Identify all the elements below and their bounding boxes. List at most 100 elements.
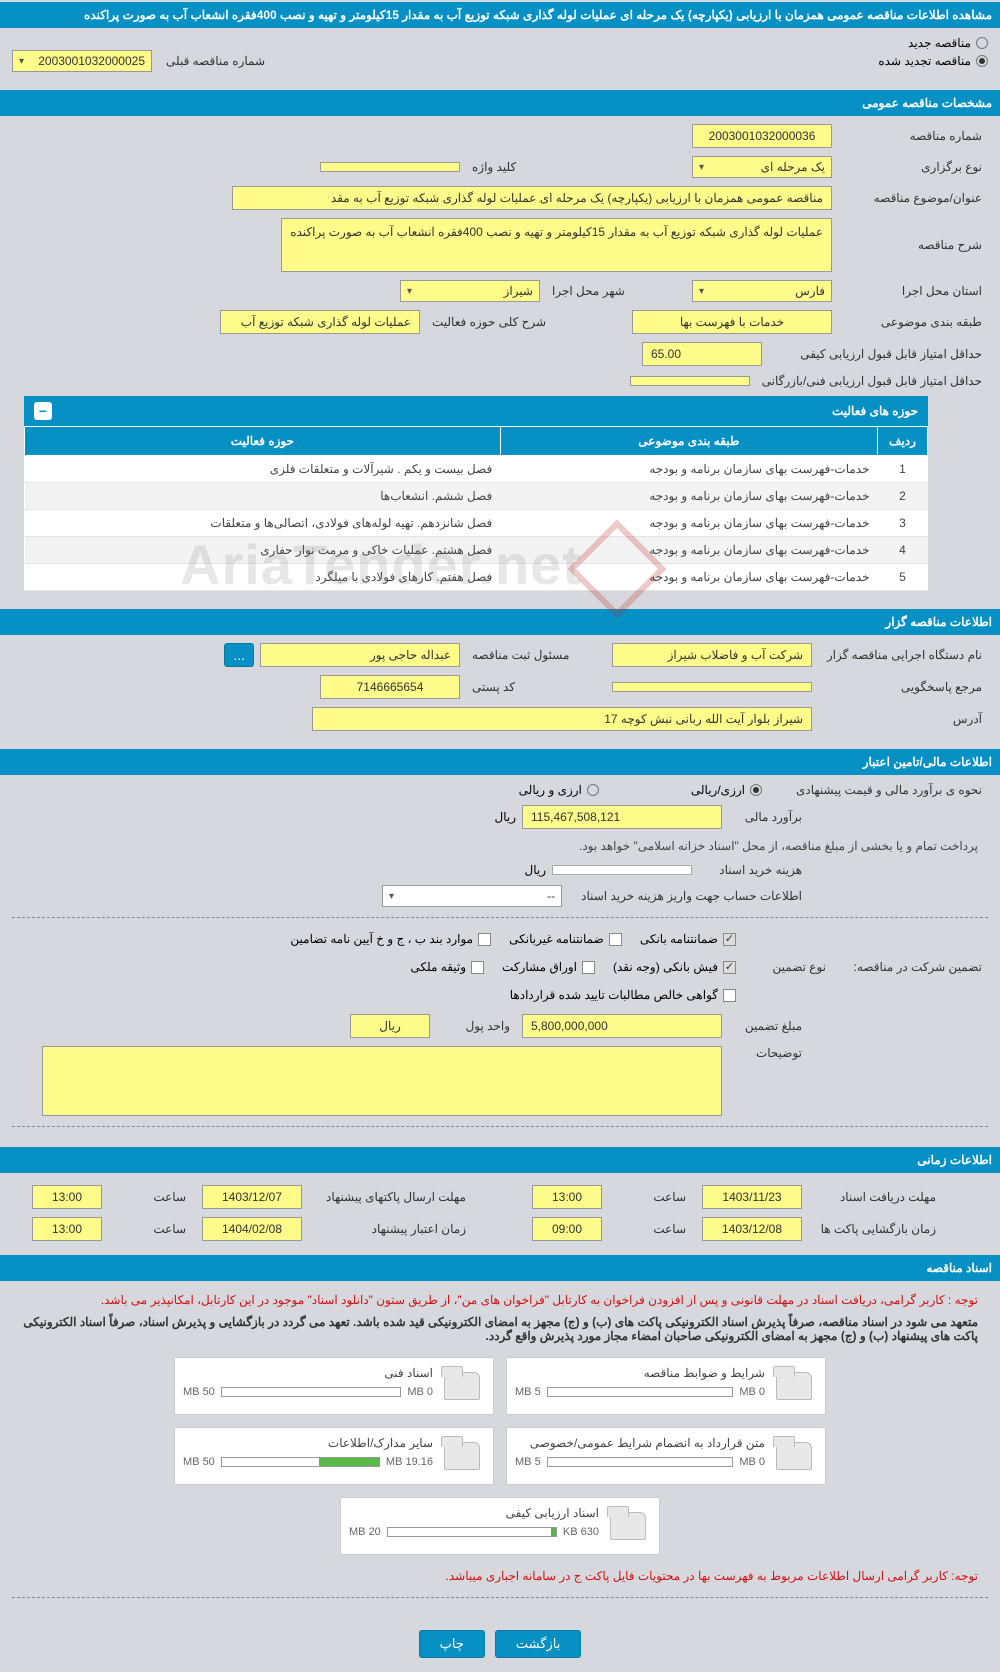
doc-card[interactable]: سایر مدارک/اطلاعات19.16 MB50 MB bbox=[174, 1427, 494, 1485]
checkbox-label: وثیقه ملکی bbox=[410, 960, 466, 974]
guarantee-checkbox[interactable]: گواهی خالص مطالبات تایید شده قراردادها bbox=[510, 988, 736, 1002]
doc-card[interactable]: شرایط و ضوابط مناقصه0 MB5 MB bbox=[506, 1357, 826, 1415]
guarantee-checkbox[interactable]: موارد بند ب ، ج و خ آیین نامه تضامین bbox=[290, 932, 491, 946]
table-row: 3خدمات-فهرست بهای سازمان برنامه و بودجهف… bbox=[25, 510, 928, 537]
opt1-label: ارزی/ریالی bbox=[691, 783, 745, 797]
radio-icon bbox=[976, 55, 988, 67]
table-header: ردیف bbox=[878, 427, 928, 456]
table-cell: خدمات-فهرست بهای سازمان برنامه و بودجه bbox=[500, 564, 877, 591]
desc-label: شرح مناقصه bbox=[838, 218, 988, 252]
doc-card[interactable]: متن قرارداد به انضمام شرایط عمومی/خصوصی0… bbox=[506, 1427, 826, 1485]
time-label: ساعت bbox=[612, 1190, 692, 1204]
doc-card[interactable]: اسناد فنی0 MB50 MB bbox=[174, 1357, 494, 1415]
activity-table: حوزه های فعالیت − ردیفطبقه بندی موضوعیحو… bbox=[24, 396, 928, 591]
date-field: 1404/02/08 bbox=[202, 1217, 302, 1241]
doc-total: 50 MB bbox=[183, 1456, 215, 1468]
unit-label3: واحد پول bbox=[436, 1019, 516, 1033]
contact-field[interactable] bbox=[612, 682, 812, 692]
date-field: 1403/12/08 bbox=[702, 1217, 802, 1241]
radio-currency2[interactable]: ارزی و ریالی bbox=[519, 783, 599, 797]
table-cell: خدمات-فهرست بهای سازمان برنامه و بودجه bbox=[500, 456, 877, 483]
separator bbox=[12, 917, 988, 918]
account-value: -- bbox=[547, 889, 555, 903]
radio-new-label: مناقصه جدید bbox=[908, 36, 971, 50]
table-cell: فصل هفتم. کارهای فولادی با میلگرد bbox=[25, 564, 501, 591]
radio-new-tender[interactable]: مناقصه جدید bbox=[908, 36, 988, 50]
checkbox-icon bbox=[471, 961, 484, 974]
date-field: 1403/12/07 bbox=[202, 1185, 302, 1209]
table-cell: 5 bbox=[878, 564, 928, 591]
min-score-field[interactable]: 65.00 bbox=[642, 342, 762, 366]
doc-total: 20 MB bbox=[349, 1526, 381, 1538]
radio-renewed-tender[interactable]: مناقصه تجدید شده bbox=[878, 54, 988, 68]
amount-field: 5,800,000,000 bbox=[522, 1014, 722, 1038]
amount-label: مبلغ تضمین bbox=[728, 1019, 808, 1033]
radio-currency1[interactable]: ارزی/ریالی bbox=[691, 783, 762, 797]
responsible-field: عبداله حاجی پور bbox=[260, 643, 460, 667]
print-button[interactable]: چاپ bbox=[419, 1630, 485, 1658]
progress-bar bbox=[221, 1457, 380, 1467]
doc-used: 630 KB bbox=[563, 1526, 599, 1538]
table-cell: فصل شانزدهم. تهیه لوله‌های فولادی، اتصال… bbox=[25, 510, 501, 537]
tender-no-field: 2003001032000036 bbox=[692, 124, 832, 148]
city-select[interactable]: شیراز ▾ bbox=[400, 280, 540, 302]
back-button[interactable]: بازگشت bbox=[495, 1630, 581, 1658]
section-org-title: اطلاعات مناقصه گزار bbox=[885, 615, 992, 629]
checkbox-label: گواهی خالص مطالبات تایید شده قراردادها bbox=[510, 988, 718, 1002]
table-cell: 4 bbox=[878, 537, 928, 564]
address-label: آدرس bbox=[818, 712, 988, 726]
radio-renew-label: مناقصه تجدید شده bbox=[878, 54, 971, 68]
org-field: شرکت آب و فاضلاب شیراز bbox=[612, 643, 812, 667]
min-score2-field[interactable] bbox=[630, 376, 750, 386]
contact-label: مرجع پاسخگویی bbox=[818, 680, 988, 694]
doc-title: اسناد ارزیابی کیفی bbox=[349, 1506, 599, 1520]
address-field: شیراز بلوار آیت الله ربانی نبش کوچه 17 bbox=[312, 707, 812, 731]
time-label: ساعت bbox=[112, 1222, 192, 1236]
method-label: نحوه ی برآورد مالی و قیمت پیشنهادی bbox=[768, 783, 988, 797]
doc-cost-label: هزینه خرید اسناد bbox=[698, 863, 808, 877]
prev-tender-select[interactable]: 2003001032000025 ▾ bbox=[12, 50, 152, 72]
guarantee-desc-textarea[interactable] bbox=[42, 1046, 722, 1116]
guarantee-checkbox[interactable]: ضمانتنامه بانکی bbox=[640, 932, 736, 946]
doc-used: 19.16 MB bbox=[386, 1456, 433, 1468]
guarantee-checkbox[interactable]: ضمانتنامه غیربانکی bbox=[509, 932, 622, 946]
chevron-down-icon: ▾ bbox=[407, 286, 412, 297]
section-finance-title: اطلاعات مالی/تامین اعتبار bbox=[863, 755, 992, 769]
section-general-header: مشخصات مناقصه عمومی bbox=[0, 90, 1000, 116]
doc-cost-field[interactable] bbox=[552, 865, 692, 875]
guarantee-label: تضمین شرکت در مناقصه: bbox=[838, 960, 988, 974]
doc-used: 0 MB bbox=[407, 1386, 433, 1398]
folder-icon bbox=[607, 1506, 651, 1546]
org-label: نام دستگاه اجرایی مناقصه گزار bbox=[818, 648, 988, 662]
folder-icon bbox=[773, 1436, 817, 1476]
table-cell: خدمات-فهرست بهای سازمان برنامه و بودجه bbox=[500, 537, 877, 564]
guarantee-checkbox[interactable]: وثیقه ملکی bbox=[410, 960, 484, 974]
keyword-field[interactable] bbox=[320, 162, 460, 172]
account-label: اطلاعات حساب جهت واریز هزینه خرید اسناد bbox=[568, 889, 808, 903]
table-header: طبقه بندی موضوعی bbox=[500, 427, 877, 456]
guarantee-checkbox[interactable]: فیش بانکی (وجه نقد) bbox=[613, 960, 736, 974]
separator bbox=[12, 1126, 988, 1127]
desc-textarea[interactable]: عملیات لوله گذاری شبکه توزیع آب به مقدار… bbox=[281, 218, 832, 272]
more-button[interactable]: ... bbox=[224, 643, 254, 667]
checkbox-icon bbox=[723, 933, 736, 946]
collapse-button[interactable]: − bbox=[34, 402, 52, 420]
account-select[interactable]: -- ▾ bbox=[382, 885, 562, 907]
city-value: شیراز bbox=[504, 284, 533, 298]
guarantee-checkbox[interactable]: اوراق مشارکت bbox=[502, 960, 595, 974]
opt2-label: ارزی و ریالی bbox=[519, 783, 582, 797]
section-time-header: اطلاعات زمانی bbox=[0, 1147, 1000, 1173]
doc-card[interactable]: اسناد ارزیابی کیفی 630 KB 20 MB bbox=[340, 1497, 660, 1555]
table-cell: 2 bbox=[878, 483, 928, 510]
date-label: زمان اعتبار پیشنهاد bbox=[312, 1222, 472, 1236]
province-select[interactable]: فارس ▾ bbox=[692, 280, 832, 302]
separator bbox=[12, 1597, 988, 1598]
checkbox-icon bbox=[723, 961, 736, 974]
section-finance-header: اطلاعات مالی/تامین اعتبار bbox=[0, 749, 1000, 775]
type-select[interactable]: یک مرحله ای ▾ bbox=[692, 156, 832, 178]
doc-used: 0 MB bbox=[739, 1386, 765, 1398]
folder-icon bbox=[441, 1436, 485, 1476]
subject-field[interactable]: مناقصه عمومی همزمان با ارزیابی (یکپارچه)… bbox=[232, 186, 832, 210]
activity-table-title: حوزه های فعالیت bbox=[832, 404, 918, 418]
checkbox-icon bbox=[478, 933, 491, 946]
